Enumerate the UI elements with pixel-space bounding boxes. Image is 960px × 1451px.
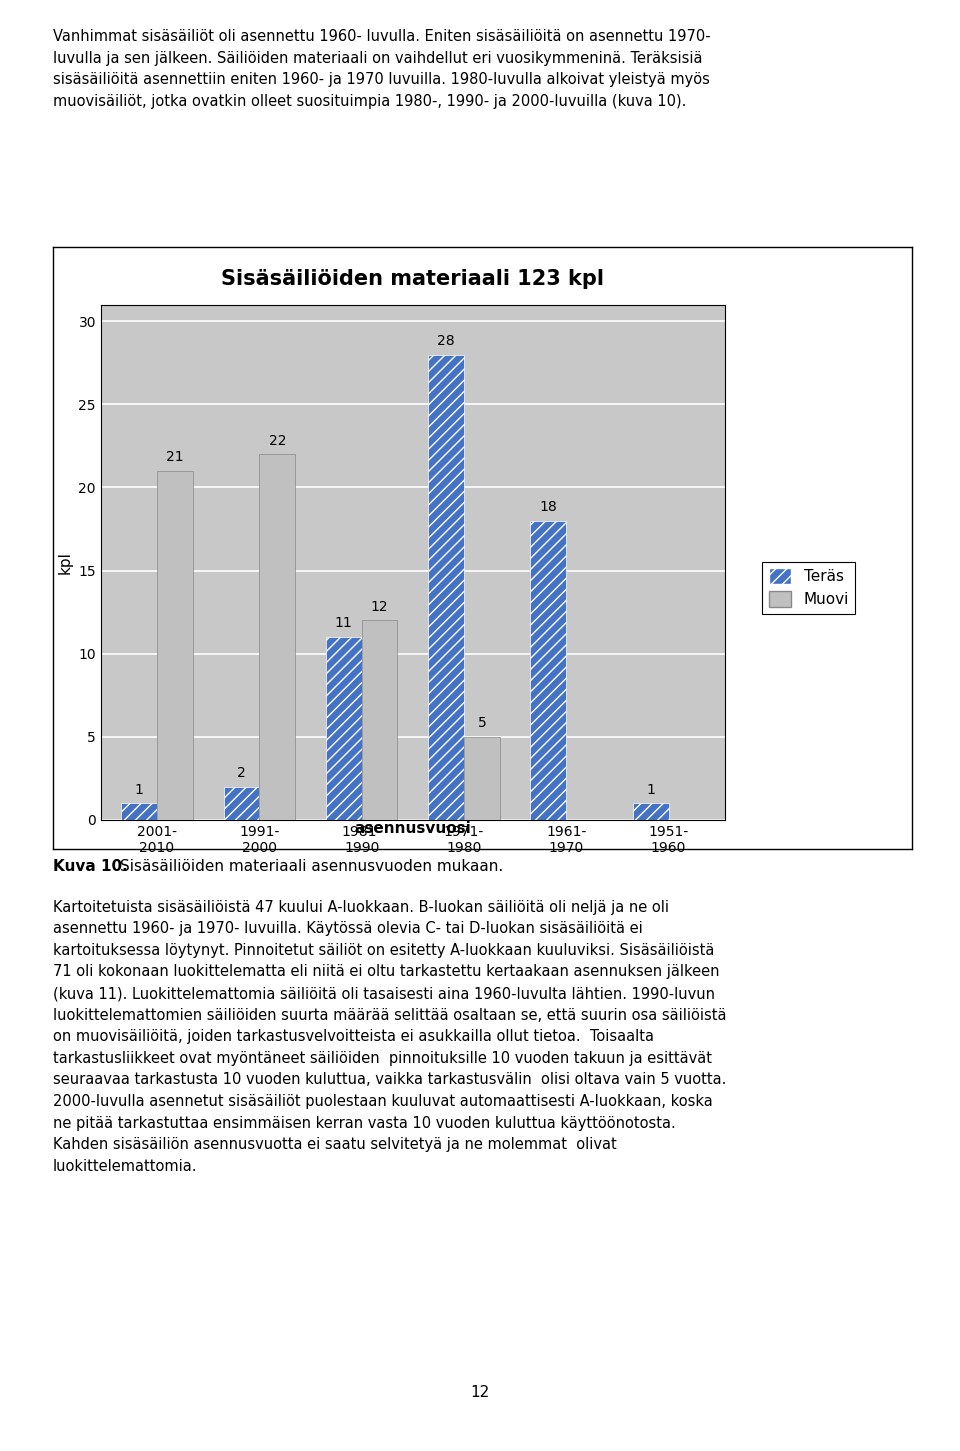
Title: Sisäsäiliöiden materiaali 123 kpl: Sisäsäiliöiden materiaali 123 kpl <box>222 270 604 289</box>
Bar <box>428 354 464 820</box>
Bar <box>259 454 295 820</box>
Bar <box>121 804 157 820</box>
Text: 12: 12 <box>470 1386 490 1400</box>
Bar <box>362 621 397 820</box>
Bar <box>531 521 566 820</box>
Text: 22: 22 <box>269 434 286 447</box>
Text: 1: 1 <box>134 782 144 797</box>
Text: 21: 21 <box>166 450 183 464</box>
Text: Kuva 10.: Kuva 10. <box>53 859 128 875</box>
Text: 5: 5 <box>477 717 486 730</box>
Bar <box>224 786 259 820</box>
Text: 11: 11 <box>335 617 352 630</box>
Bar <box>464 737 500 820</box>
Text: 12: 12 <box>371 599 389 614</box>
Bar <box>633 804 668 820</box>
Text: asennusvuosi: asennusvuosi <box>354 821 471 836</box>
Text: 2: 2 <box>237 766 246 781</box>
Text: Sisäsäiliöiden materiaali asennusvuoden mukaan.: Sisäsäiliöiden materiaali asennusvuoden … <box>120 859 503 875</box>
Legend: Teräs, Muovi: Teräs, Muovi <box>762 562 855 614</box>
Text: Vanhimmat sisäsäiliöt oli asennettu 1960- luvulla. Eniten sisäsäiliöitä on asenn: Vanhimmat sisäsäiliöt oli asennettu 1960… <box>53 29 710 109</box>
Text: 28: 28 <box>437 334 455 348</box>
Bar <box>325 637 362 820</box>
Y-axis label: kpl: kpl <box>58 551 73 573</box>
Text: Kartoitetuista sisäsäiliöistä 47 kuului A-luokkaan. B-luokan säiliöitä oli neljä: Kartoitetuista sisäsäiliöistä 47 kuului … <box>53 900 727 1174</box>
Bar <box>157 472 193 820</box>
Text: 18: 18 <box>540 501 557 514</box>
Text: 1: 1 <box>646 782 655 797</box>
